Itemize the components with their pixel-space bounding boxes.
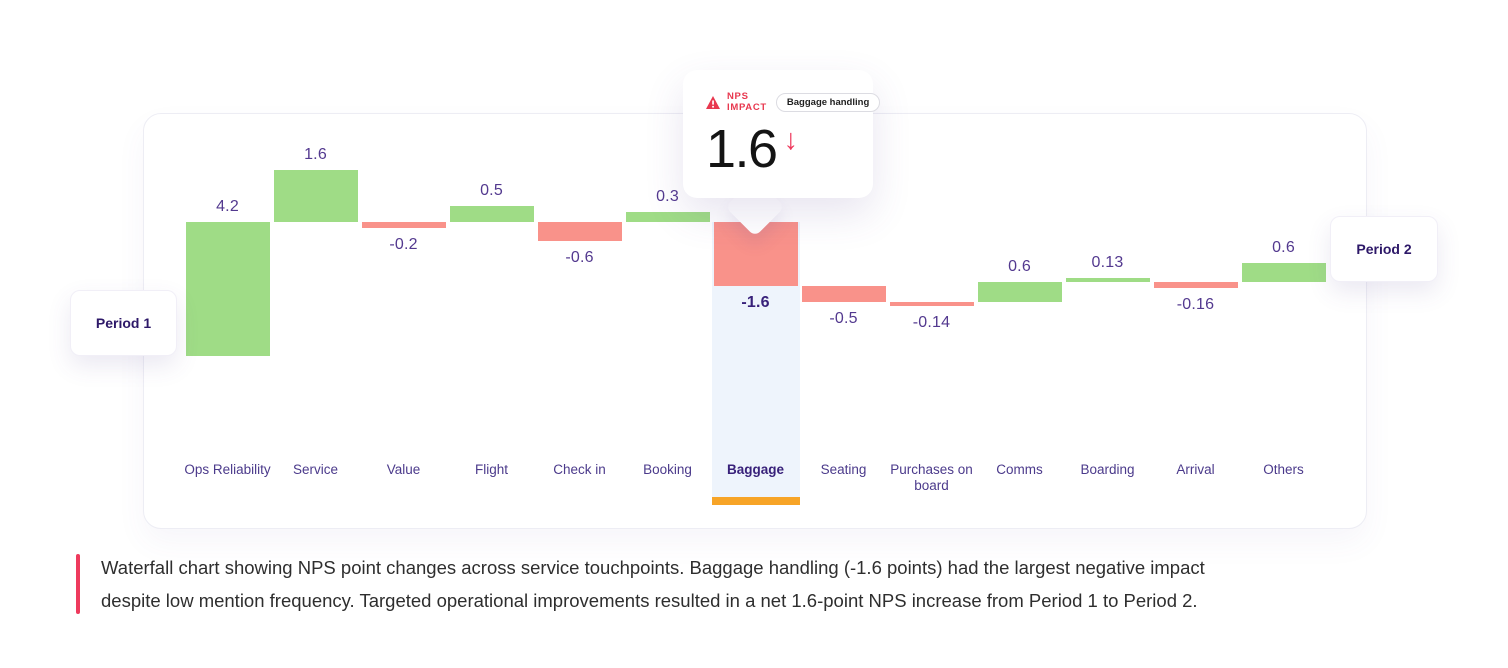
bar-value-label: 1.6 <box>304 146 327 164</box>
axis-label-others: Others <box>1263 462 1304 477</box>
period-2-label: Period 2 <box>1330 216 1438 282</box>
waterfall-bar-others[interactable] <box>1241 263 1326 283</box>
bar-value-label: -0.14 <box>912 314 951 332</box>
waterfall-bar-boarding[interactable] <box>1065 278 1150 283</box>
highlighted-column-underline <box>711 497 800 505</box>
tooltip-category-badge: Baggage handling <box>775 92 881 112</box>
bar-value-label: 4.2 <box>216 197 239 215</box>
caption-text: Waterfall chart showing NPS point change… <box>101 551 1205 617</box>
waterfall-bar-flight[interactable] <box>449 205 534 222</box>
waterfall-bar-check-in[interactable] <box>537 221 622 241</box>
waterfall-bar-service[interactable] <box>273 170 358 222</box>
caption-accent-bar <box>76 554 80 614</box>
bar-value-label: -0.6 <box>565 248 594 266</box>
down-arrow-icon: ↓ <box>783 124 799 156</box>
axis-label-value: Value <box>386 462 421 477</box>
tooltip-value-row: 1.6 ↓ <box>706 120 873 178</box>
axis-label-ops-reliability: Ops Reliability <box>184 462 271 477</box>
waterfall-bar-ops-reliability[interactable] <box>185 221 270 356</box>
waterfall-bar-booking[interactable] <box>625 212 710 222</box>
axis-label-booking: Booking <box>643 462 692 477</box>
axis-label-baggage: Baggage <box>726 462 784 477</box>
bar-value-label: -0.2 <box>389 236 418 253</box>
chart-caption: Waterfall chart showing NPS point change… <box>76 551 1205 617</box>
waterfall-bar-comms[interactable] <box>977 282 1062 302</box>
period-1-label: Period 1 <box>70 290 177 356</box>
bar-value-label: -0.16 <box>1176 295 1215 313</box>
bar-value-label: 0.5 <box>480 181 503 199</box>
bar-value-label: 0.6 <box>1272 239 1295 257</box>
tooltip-header: NPS IMPACT Baggage handling <box>706 91 881 113</box>
axis-label-boarding: Boarding <box>1080 462 1135 477</box>
axis-label-arrival: Arrival <box>1176 462 1215 477</box>
axis-label-purchases-on-board: Purchases on board <box>890 462 973 493</box>
bar-value-label: -0.5 <box>829 309 858 327</box>
waterfall-bar-purchases-on-board[interactable] <box>889 301 974 307</box>
caption-line-2: despite low mention frequency. Targeted … <box>101 590 1198 611</box>
axis-label-comms: Comms <box>996 462 1043 477</box>
tooltip-title: NPS IMPACT <box>727 91 767 113</box>
caption-line-1: Waterfall chart showing NPS point change… <box>101 557 1205 578</box>
axis-label-flight: Flight <box>474 462 508 477</box>
waterfall-bar-arrival[interactable] <box>1153 282 1238 288</box>
bar-value-label: -1.6 <box>741 293 770 311</box>
waterfall-bar-seating[interactable] <box>801 285 886 302</box>
waterfall-bar-value[interactable] <box>361 221 446 228</box>
bar-value-label: 0.13 <box>1091 254 1124 272</box>
bar-value-label: 0.3 <box>656 188 679 205</box>
warning-icon <box>706 95 720 109</box>
axis-label-seating: Seating <box>820 462 867 477</box>
axis-label-service: Service <box>292 462 338 477</box>
tooltip-value: 1.6 <box>706 119 778 179</box>
nps-impact-tooltip: NPS IMPACT Baggage handling 1.6 ↓ <box>683 70 881 198</box>
axis-label-check-in: Check in <box>553 462 606 477</box>
bar-value-label: 0.6 <box>1008 258 1031 276</box>
